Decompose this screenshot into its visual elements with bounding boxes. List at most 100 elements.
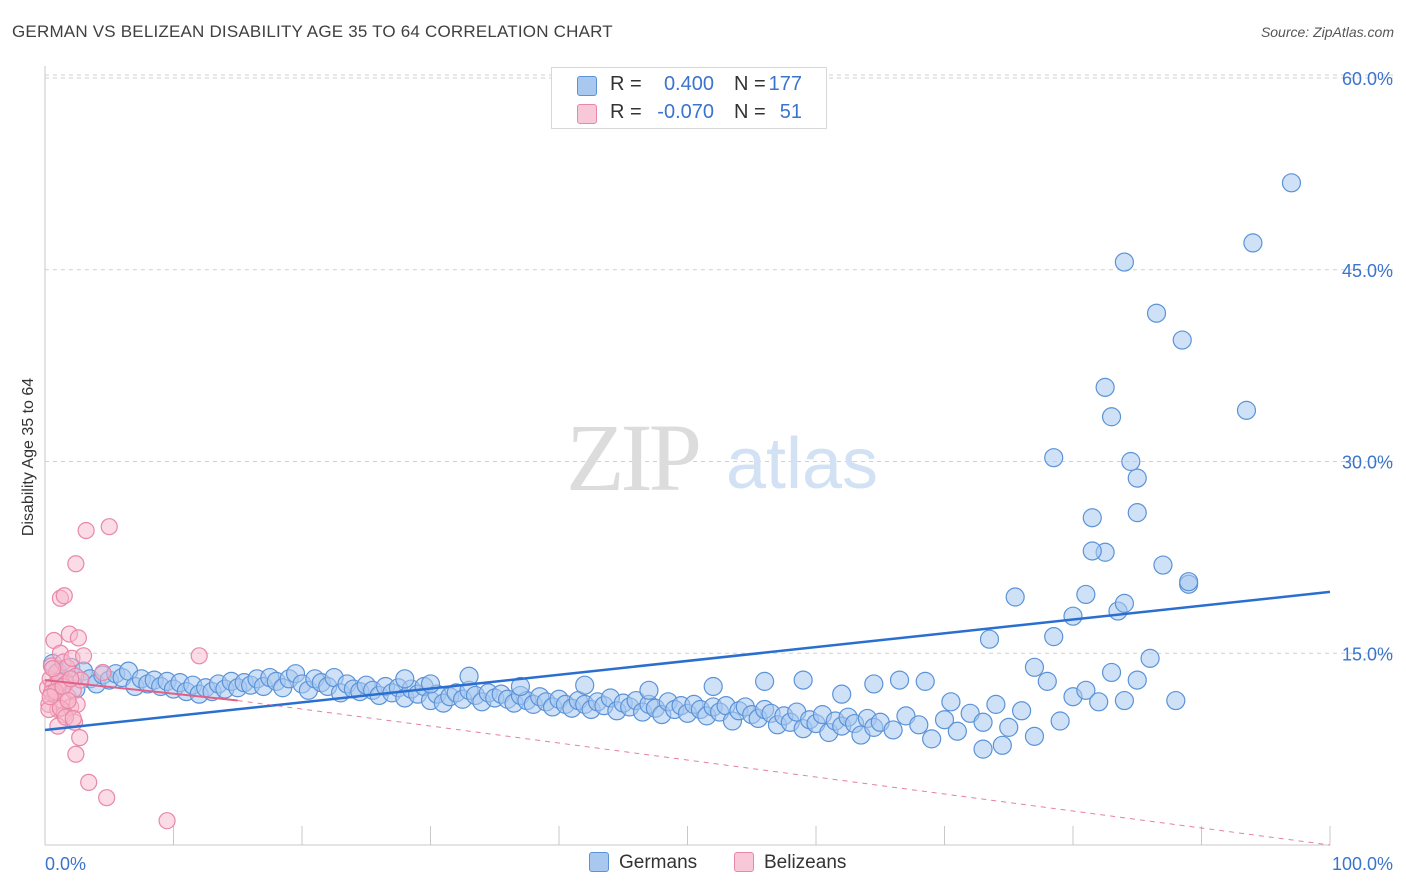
belizeans-point [190,647,208,665]
germans-point [1005,587,1025,607]
germans-point [1044,448,1064,468]
r-label: R = [610,73,642,95]
germans-point [1140,648,1160,668]
germans-point [934,710,955,730]
belizeans-trend-extension [237,700,1331,846]
r-label: R = [610,101,642,123]
belizeans-point [59,691,77,710]
germans-point [1076,680,1096,700]
germans-legend-label: Germans [619,852,698,873]
germans-point [1121,451,1141,472]
n-value: 51 [779,101,802,123]
germans-legend-swatch [589,852,609,872]
n-value: 177 [768,73,802,95]
germans-point [1114,593,1135,613]
germans-point [922,729,942,749]
germans-point [1011,701,1032,721]
y-tick-label: 60.0% [1342,69,1393,89]
germans-point [979,629,1000,649]
watermark-atlas: atlas [726,424,878,504]
germans-point [1166,690,1186,711]
belizeans-legend-swatch [734,852,754,872]
belizeans-point [98,789,116,807]
legend-item-belizeans[interactable]: Belizeans [734,852,846,874]
belizeans-point [71,729,89,747]
germans-point [1076,584,1096,605]
germans-point [575,675,595,695]
legend-row-belizeans: R = -0.070 N = 51 [552,100,826,128]
germans-point [1243,233,1263,253]
germans-point [1153,555,1173,575]
x-tick-label: 0.0% [45,854,86,874]
x-tick-label: 100.0% [1332,854,1393,874]
germans-point [1146,303,1167,323]
belizeans-point [67,555,85,573]
belizeans-point [41,688,59,706]
germans-point [1114,252,1135,272]
belizeans-swatch [577,104,597,124]
y-tick-label: 15.0% [1342,644,1393,664]
watermark: ZIP atlas [566,404,878,511]
belizeans-point [64,709,82,728]
germans-point [1024,657,1045,677]
germans-point [1082,508,1102,528]
legend-row-germans: R = 0.400 N = 177 [552,72,826,100]
germans-point [1089,692,1109,712]
germans-point [864,674,884,694]
belizeans-point [69,629,88,647]
series-legend: Germans Belizeans [0,852,1406,878]
belizeans-point [67,745,85,763]
germans-point [1024,726,1045,746]
germans-point [754,671,775,691]
belizeans-point [74,647,93,665]
r-value: 0.400 [663,73,714,95]
germans-point [510,676,531,697]
belizeans-point [158,812,176,830]
germans-swatch [577,76,597,96]
y-tick-label: 45.0% [1342,261,1393,281]
germans-point [1101,662,1122,683]
germans-point [1037,671,1057,691]
belizeans-point [55,587,73,605]
germans-point [832,684,852,704]
germans-point [909,715,929,735]
germans-point [999,717,1019,737]
germans-point [1281,173,1302,193]
germans-point [639,680,659,700]
germans-point [1114,690,1135,711]
n-label: N = [734,101,766,123]
germans-point [1101,407,1122,427]
legend-item-germans[interactable]: Germans [589,852,697,874]
germans-point [889,670,910,690]
germans-point [973,712,993,732]
germans-point [1063,606,1083,626]
source-label: Source: ZipAtlas.com [1260,24,1394,40]
belizeans-legend-label: Belizeans [764,852,847,873]
germans-point [915,671,935,691]
n-label: N = [734,73,766,95]
germans-point [1044,627,1064,647]
belizeans-trend-line [44,679,238,702]
germans-point [1082,541,1102,561]
germans-point [1127,503,1147,523]
germans-point [883,720,903,740]
watermark-zip: ZIP [566,404,699,511]
germans-point [941,692,961,712]
belizeans-point [77,521,95,540]
chart-title: GERMAN VS BELIZEAN DISABILITY AGE 35 TO … [12,22,613,41]
correlation-legend: R = 0.400 N = 177 R = -0.070 N = 51 [551,67,827,129]
germans-point [1172,330,1192,350]
germans-point [395,669,415,689]
germans-point [1236,400,1257,420]
belizeans-point [100,518,118,536]
germans-point [703,676,723,697]
r-value: -0.070 [657,101,714,123]
belizeans-point [44,659,62,678]
germans-point [973,739,993,759]
belizeans-point [80,773,98,791]
germans-point [1127,670,1147,690]
germans-point [1095,377,1115,397]
belizeans-point [94,663,112,682]
y-tick-label: 30.0% [1342,453,1393,473]
y-axis-label: Disability Age 35 to 64 [20,378,37,536]
